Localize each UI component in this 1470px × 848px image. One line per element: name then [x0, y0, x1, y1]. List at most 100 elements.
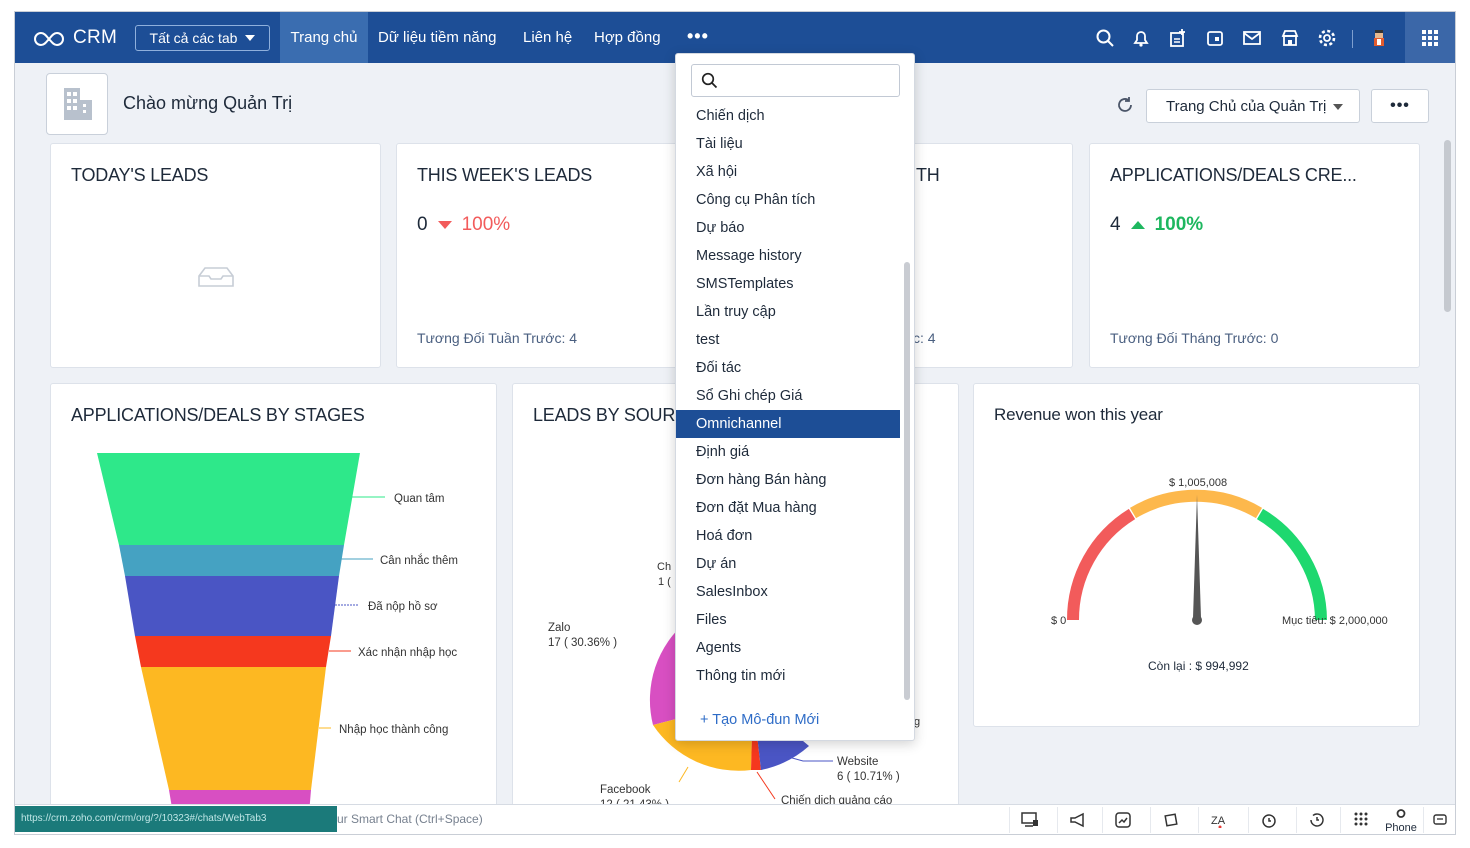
svg-text:ZA: ZA	[1211, 815, 1226, 827]
tab-home-label: Trang chủ	[290, 29, 358, 46]
card-title: APPLICATIONS/DEALS BY STAGES	[71, 405, 365, 425]
phone-gear-icon	[1396, 809, 1406, 818]
pie-label-g: g	[914, 716, 920, 728]
module-item[interactable]: SalesInbox	[696, 584, 768, 600]
tab-contacts-label: Liên hệ	[523, 29, 573, 46]
bottom-status-bar: https://crm.zoho.com/crm/org/?/10323#/ch…	[15, 804, 1455, 834]
module-item[interactable]: test	[696, 332, 720, 348]
more-options-button[interactable]: •••	[1371, 89, 1429, 123]
module-item[interactable]: Đối tác	[696, 360, 742, 376]
kpi-value: 4	[1110, 214, 1121, 235]
kpi-card-deals-created: APPLICATIONS/DEALS CRE... 4 100% Tương Đ…	[1089, 143, 1420, 368]
more-tabs-button[interactable]: •••	[687, 26, 709, 46]
all-tabs-dropdown[interactable]: Tất cả các tab	[135, 25, 270, 51]
kpi-change: 100%	[461, 214, 511, 235]
page-header: Chào mừng Quản Trị Trang Chủ của Quản Tr…	[15, 63, 1455, 138]
card-title: TH	[916, 165, 940, 185]
mail-icon[interactable]	[1240, 26, 1264, 50]
card-title: Revenue won this year	[994, 405, 1163, 424]
gauge-needle-hub	[1192, 615, 1202, 625]
module-item[interactable]: Files	[696, 612, 727, 628]
module-item[interactable]: Đơn đặt Mua hàng	[696, 500, 817, 516]
analytics-icon[interactable]	[1102, 807, 1142, 833]
tab-contracts-label: Hợp đồng	[594, 29, 661, 46]
module-item-reports[interactable]: Báo cáo	[676, 101, 900, 110]
pie-label-ch-name: Ch	[657, 561, 671, 573]
page-title: Chào mừng Quản Trị	[123, 93, 293, 113]
phone-label: Phone	[1385, 822, 1417, 834]
funnel-label-3: Đã nộp hồ sơ	[368, 601, 438, 613]
module-item[interactable]: Message history	[696, 248, 802, 264]
add-note-icon[interactable]	[1166, 26, 1190, 50]
pie-label-fb-name: Facebook	[600, 784, 651, 796]
card-title: THIS WEEK'S LEADS	[417, 165, 593, 185]
gauge-needle	[1193, 495, 1201, 618]
empty-inbox-icon	[198, 267, 234, 287]
module-item[interactable]: Agents	[696, 640, 742, 656]
zia-icon[interactable]: ZA	[1198, 807, 1238, 833]
module-search-input[interactable]	[691, 64, 900, 97]
module-item[interactable]: SMSTemplates	[696, 276, 794, 292]
avatar-icon[interactable]	[1367, 26, 1391, 50]
module-item[interactable]: Hoá đơn	[696, 528, 753, 544]
crm-logo[interactable]: CRM	[33, 25, 117, 51]
note-icon[interactable]	[1150, 807, 1190, 833]
kpi-change: 100%	[1154, 214, 1204, 235]
alarm-clock-icon[interactable]	[1248, 807, 1288, 833]
smart-chat-input[interactable]: ur Smart Chat (Ctrl+Space)	[337, 812, 483, 826]
dialpad-icon[interactable]	[1340, 807, 1380, 833]
chat-icon[interactable]	[1423, 807, 1455, 833]
kpi-compare: Tương Đối Tuần Trước: 4	[417, 330, 578, 346]
calendar-icon[interactable]	[1203, 26, 1227, 50]
gauge-band-yellow	[1129, 489, 1263, 519]
module-item[interactable]: Thông tin mới	[696, 668, 786, 684]
bell-icon[interactable]	[1129, 26, 1153, 50]
funnel-label-2: Cân nhắc thêm	[380, 554, 458, 567]
home-view-select[interactable]: Trang Chủ của Quản Trị	[1146, 89, 1360, 123]
screen-share-icon[interactable]	[1009, 807, 1049, 833]
dropdown-scrollbar[interactable]	[904, 262, 910, 700]
module-list: Báo cáo Chiến dịch Tài liệu Xã hội Công …	[676, 101, 902, 705]
store-icon[interactable]	[1278, 26, 1302, 50]
phone-button[interactable]: Phone	[1381, 808, 1421, 834]
status-url: https://crm.zoho.com/crm/org/?/10323#/ch…	[15, 806, 337, 832]
apps-grid-icon[interactable]	[1405, 12, 1455, 63]
tab-leads-label: Dữ liệu tiềm năng	[378, 29, 497, 46]
refresh-icon[interactable]	[1116, 96, 1134, 120]
module-item[interactable]: Dự án	[696, 556, 737, 572]
module-item[interactable]: Dự báo	[696, 220, 745, 236]
module-item-selected[interactable]: Omnichannel	[676, 410, 900, 438]
funnel-label-1: Quan tâm	[394, 493, 445, 505]
module-item[interactable]: Sổ Ghi chép Giá	[696, 388, 803, 404]
kpi-card-todays-leads: TODAY'S LEADS	[50, 143, 381, 368]
megaphone-icon[interactable]	[1057, 807, 1097, 833]
module-item[interactable]: Định giá	[696, 444, 750, 460]
funnel-stage-4	[135, 636, 331, 667]
search-icon[interactable]	[1093, 26, 1117, 50]
pie-label-ch-value: 1 (	[658, 576, 671, 588]
module-item[interactable]: Công cụ Phân tích	[696, 192, 816, 208]
module-item[interactable]: Lần truy cập	[696, 304, 776, 320]
gauge-band-red	[1066, 508, 1136, 621]
tab-leads[interactable]: Dữ liệu tiềm năng	[368, 12, 506, 63]
gear-icon[interactable]	[1315, 26, 1339, 50]
tab-contacts[interactable]: Liên hệ	[513, 12, 582, 63]
card-title: TODAY'S LEADS	[71, 165, 209, 185]
funnel-stage-1	[97, 453, 360, 545]
module-item[interactable]: Chiến dịch	[696, 108, 765, 124]
module-item[interactable]: Tài liệu	[696, 136, 743, 152]
pie-label-web-name: Website	[837, 756, 878, 768]
module-item[interactable]: Xã hội	[696, 164, 738, 180]
page-scrollbar[interactable]	[1444, 140, 1451, 312]
history-icon[interactable]	[1296, 807, 1336, 833]
pie-label-zalo-name: Zalo	[548, 622, 570, 634]
funnel-stage-3	[125, 576, 339, 636]
trend-up-icon	[1130, 221, 1145, 229]
create-module-link[interactable]: + Tạo Mô-đun Mới	[700, 712, 820, 728]
gauge-chart: $ 1,005,008 $ 0 Mục tiêu: $ 2,000,000 Cò…	[1051, 477, 1388, 673]
funnel-label-4: Xác nhận nhập học	[358, 647, 457, 659]
tab-contracts[interactable]: Hợp đồng	[584, 12, 671, 63]
tab-home[interactable]: Trang chủ	[280, 12, 368, 63]
kpi-value: 0	[417, 214, 428, 235]
module-item[interactable]: Đơn hàng Bán hàng	[696, 472, 827, 488]
